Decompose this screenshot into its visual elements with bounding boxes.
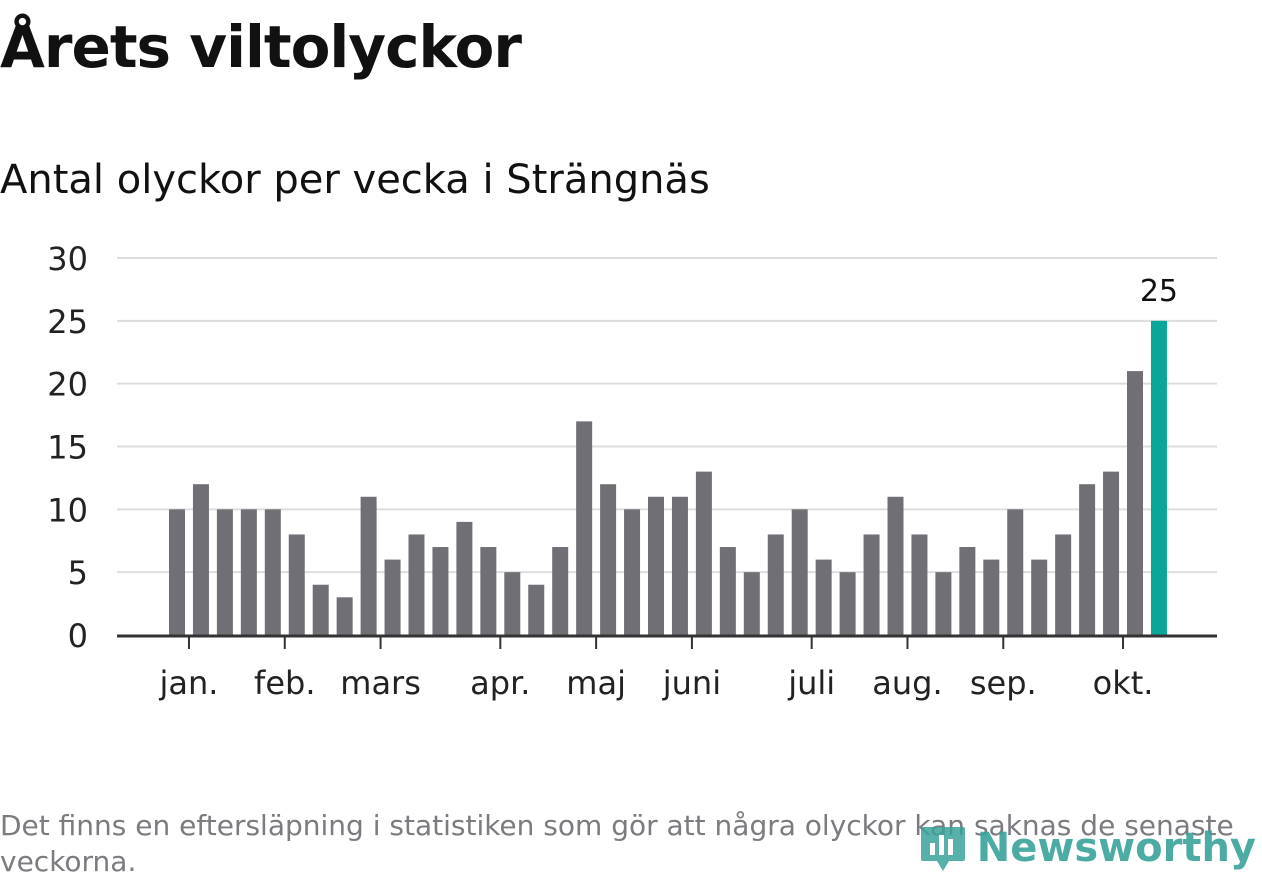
bar	[288, 534, 305, 635]
logo-text: Newsworthy	[976, 825, 1256, 871]
bar	[959, 547, 976, 635]
x-tick-label: okt.	[1093, 664, 1154, 702]
y-tick-label: 10	[47, 491, 88, 529]
bar	[767, 534, 784, 635]
newsworthy-logo: Newsworthy	[919, 818, 1256, 878]
chart-subtitle: Antal olyckor per vecka i Strängnäs	[0, 157, 710, 203]
bar	[216, 509, 233, 635]
data-labels: 25	[1140, 274, 1178, 309]
gridlines	[117, 257, 1217, 574]
bar	[815, 559, 832, 635]
bar	[240, 509, 257, 635]
bar	[719, 547, 736, 635]
bar	[887, 496, 904, 635]
x-tick-label: mars	[340, 664, 421, 702]
bar	[432, 547, 449, 635]
y-tick-label: 20	[47, 366, 88, 404]
bar	[480, 547, 497, 635]
x-tick-label: aug.	[872, 664, 942, 702]
y-tick-label: 30	[47, 240, 88, 278]
y-tick-label: 15	[47, 429, 88, 467]
data-label-highlight: 25	[1140, 274, 1178, 309]
x-tick-label: jan.	[158, 664, 218, 702]
bar	[360, 496, 377, 635]
bar	[983, 559, 1000, 635]
bar	[1103, 471, 1120, 635]
bar	[1007, 509, 1024, 635]
bar	[624, 509, 641, 635]
chart-title: Årets viltolyckor	[0, 13, 522, 81]
bar	[312, 584, 329, 635]
bar	[1079, 484, 1096, 635]
bar-chart: 0 5 10 15 20 25 30 jan. feb. mars apr. maj juni juli…	[47, 240, 1217, 702]
bar	[456, 521, 473, 635]
bar	[648, 496, 664, 635]
bars	[169, 320, 1167, 635]
y-axis-tick-labels: 0 5 10 15 20 25 30	[47, 240, 88, 655]
y-tick-label: 5	[68, 554, 88, 592]
bar	[743, 572, 760, 635]
bar	[935, 572, 952, 635]
bar	[671, 496, 688, 635]
bar	[408, 534, 425, 635]
bar	[576, 421, 593, 635]
bar	[1127, 371, 1143, 635]
bar	[1031, 559, 1048, 635]
x-tick-label: apr.	[470, 664, 530, 702]
bar	[504, 572, 521, 635]
bar	[1055, 534, 1072, 635]
x-axis-ticks: jan. feb. mars apr. maj juni juli aug. sep. okt.	[158, 637, 1153, 702]
bar	[264, 509, 281, 635]
bar	[384, 559, 401, 635]
y-tick-label: 25	[47, 303, 88, 341]
y-tick-label: 0	[68, 617, 88, 655]
x-tick-label: maj	[566, 664, 626, 702]
bar	[695, 471, 712, 635]
newsworthy-logo-icon	[920, 827, 965, 871]
bar	[600, 484, 617, 635]
x-tick-label: juni	[662, 664, 721, 702]
x-tick-label: feb.	[254, 664, 315, 702]
bar-highlight	[1150, 320, 1167, 635]
bar	[336, 597, 353, 635]
bar	[192, 484, 209, 635]
bar	[528, 584, 545, 635]
bar	[839, 572, 856, 635]
bar	[791, 509, 808, 635]
x-tick-label: juli	[787, 664, 835, 702]
footnote: Det finns en eftersläpning i statistiken…	[0, 809, 1234, 878]
bar	[552, 547, 569, 635]
x-tick-label: sep.	[970, 664, 1037, 702]
bar	[169, 509, 185, 635]
bar	[911, 534, 928, 635]
bar	[863, 534, 880, 635]
